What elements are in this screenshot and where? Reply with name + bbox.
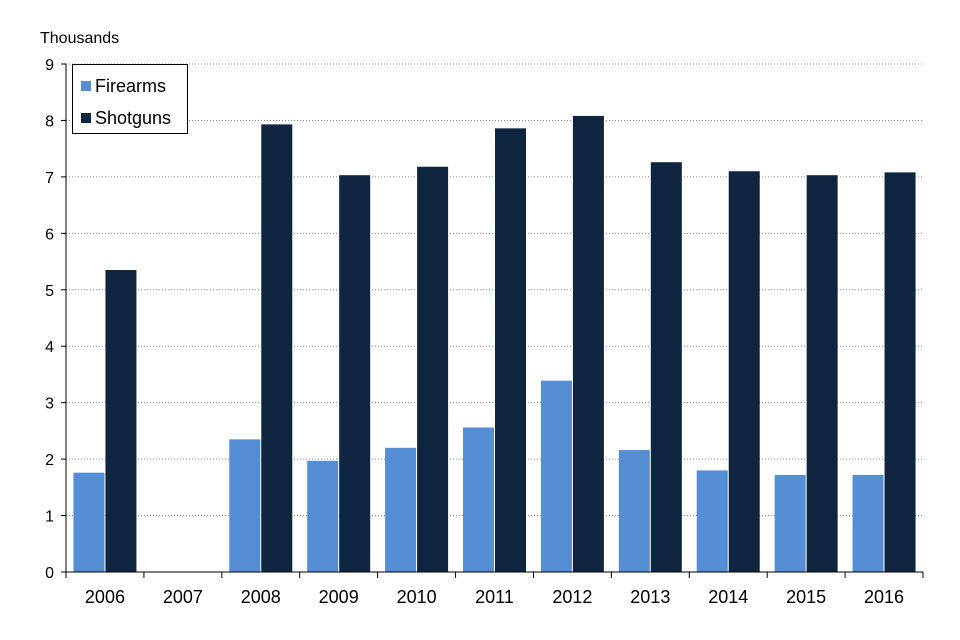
x-tick-label: 2012 bbox=[552, 587, 592, 607]
y-tick-label: 0 bbox=[45, 565, 54, 582]
bar-shotguns-2013 bbox=[650, 162, 682, 573]
legend-item-shotguns: Shotguns bbox=[81, 108, 171, 128]
bar-firearms-2012 bbox=[540, 380, 572, 572]
bar-firearms-2016 bbox=[852, 474, 884, 572]
bar-shotguns-2011 bbox=[495, 128, 526, 572]
y-tick-label: 3 bbox=[45, 396, 54, 413]
x-tick-label: 2013 bbox=[630, 587, 670, 607]
legend-label-shotguns: Shotguns bbox=[95, 107, 172, 128]
x-tick-label: 2008 bbox=[241, 587, 281, 607]
y-tick-label: 6 bbox=[45, 226, 54, 243]
y-tick-label: 2 bbox=[45, 452, 54, 469]
x-tick-label: 2011 bbox=[475, 587, 514, 607]
bar-firearms-2014 bbox=[696, 470, 728, 572]
bar-shotguns-2008 bbox=[261, 124, 293, 572]
y-tick-label: 7 bbox=[45, 170, 54, 187]
bar-shotguns-2014 bbox=[728, 171, 760, 572]
bar-shotguns-2016 bbox=[884, 172, 916, 572]
bar-firearms-2011 bbox=[463, 427, 494, 572]
legend-swatch-shotguns bbox=[81, 113, 91, 123]
x-tick-label: 2016 bbox=[864, 587, 904, 607]
y-axis-unit-label: Thousands bbox=[40, 30, 120, 47]
bar-firearms-2008 bbox=[229, 439, 261, 572]
legend-label-firearms: Firearms bbox=[95, 75, 166, 96]
x-tick-label: 2007 bbox=[163, 587, 203, 607]
bar-shotguns-2009 bbox=[339, 175, 371, 572]
legend-swatch-firearms bbox=[81, 81, 91, 91]
x-tick-label: 2010 bbox=[397, 587, 437, 607]
x-tick-label: 2015 bbox=[786, 587, 826, 607]
y-tick-label: 1 bbox=[45, 509, 54, 526]
y-tick-label: 5 bbox=[45, 283, 54, 300]
bar-shotguns-2015 bbox=[806, 175, 838, 572]
bar-firearms-2009 bbox=[307, 460, 339, 572]
bar-firearms-2006 bbox=[73, 472, 105, 572]
x-tick-label: 2014 bbox=[708, 587, 748, 607]
x-tick-label: 2006 bbox=[85, 587, 125, 607]
bar-firearms-2015 bbox=[774, 474, 806, 572]
bar-shotguns-2010 bbox=[417, 166, 449, 572]
bar-firearms-2013 bbox=[618, 450, 650, 572]
bar-shotguns-2006 bbox=[105, 270, 137, 572]
y-tick-label: 8 bbox=[45, 113, 54, 130]
bar-firearms-2010 bbox=[385, 447, 417, 572]
legend-item-firearms: Firearms bbox=[81, 76, 166, 96]
x-tick-label: 2009 bbox=[319, 587, 359, 607]
chart-legend: Firearms Shotguns bbox=[72, 64, 188, 134]
bar-shotguns-2012 bbox=[572, 115, 604, 572]
y-tick-label: 4 bbox=[45, 339, 54, 356]
y-tick-label: 9 bbox=[45, 57, 54, 74]
